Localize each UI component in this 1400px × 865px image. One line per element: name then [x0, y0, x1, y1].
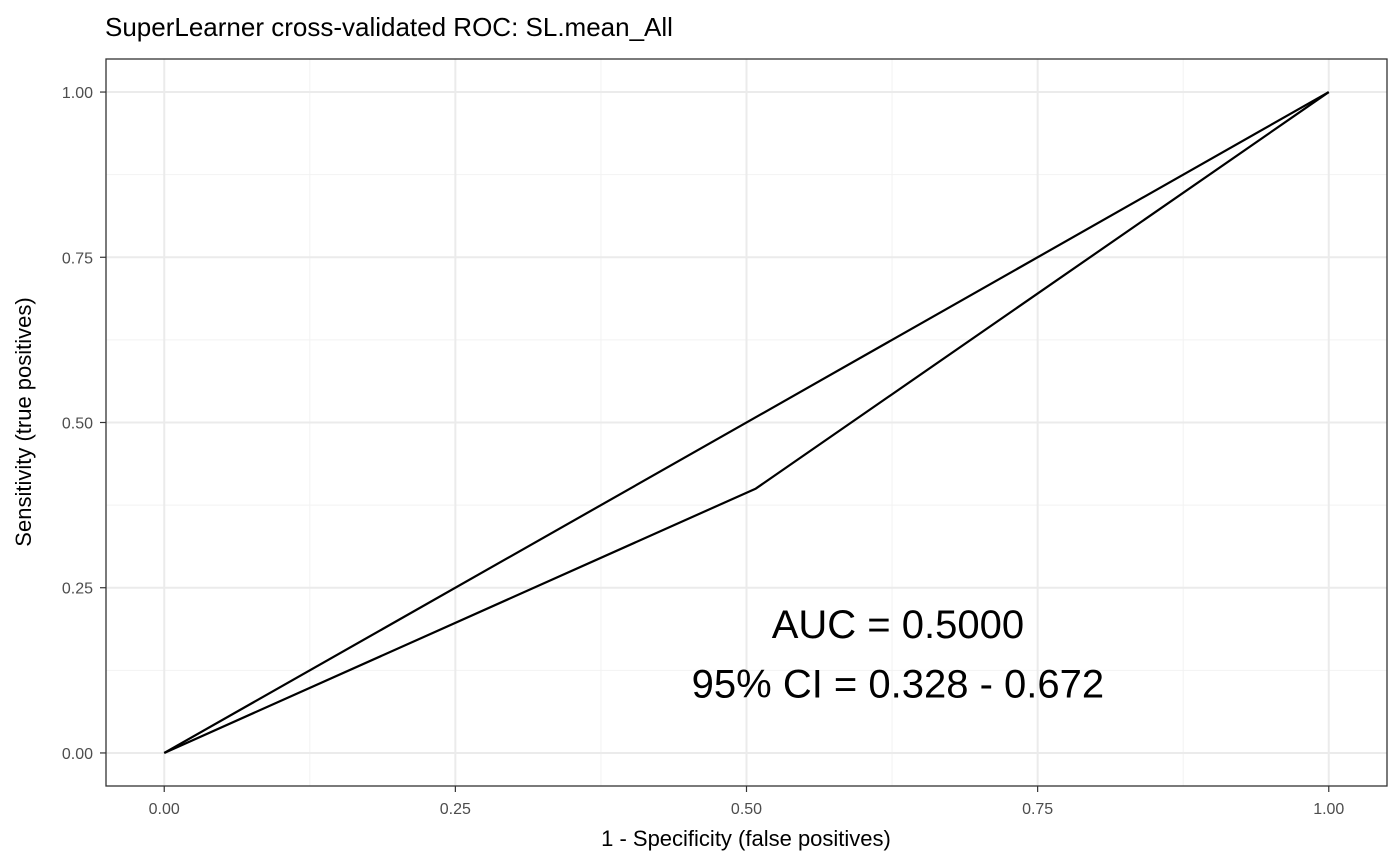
ci-annotation: 95% CI = 0.328 - 0.672 — [692, 662, 1105, 706]
x-axis: 0.00 0.25 0.50 0.75 1.00 — [149, 786, 1344, 818]
x-tick-label: 0.50 — [731, 801, 762, 818]
auc-annotation: AUC = 0.5000 — [772, 603, 1024, 647]
x-tick-label: 0.75 — [1022, 801, 1053, 818]
roc-curves — [163, 91, 1330, 754]
x-tick-label: 0.00 — [149, 801, 180, 818]
x-tick-label: 1.00 — [1313, 801, 1344, 818]
x-tick-label: 0.25 — [440, 801, 471, 818]
annotations: AUC = 0.5000 95% CI = 0.328 - 0.672 — [692, 603, 1105, 706]
chart-title: SuperLearner cross-validated ROC: SL.mea… — [105, 12, 673, 42]
reference-diagonal-line — [163, 91, 1330, 754]
y-tick-label: 0.00 — [62, 746, 93, 763]
y-axis-title: Sensitivity (true positives) — [11, 297, 36, 546]
y-axis: 0.00 0.25 0.50 0.75 1.00 — [62, 85, 106, 763]
y-tick-label: 0.25 — [62, 581, 93, 598]
plot-area: AUC = 0.5000 95% CI = 0.328 - 0.672 — [105, 58, 1388, 787]
y-tick-label: 0.50 — [62, 416, 93, 433]
x-axis-title: 1 - Specificity (false positives) — [601, 826, 891, 851]
y-tick-label: 0.75 — [62, 250, 93, 267]
roc-curve-line — [163, 91, 1330, 754]
y-tick-label: 1.00 — [62, 85, 93, 102]
